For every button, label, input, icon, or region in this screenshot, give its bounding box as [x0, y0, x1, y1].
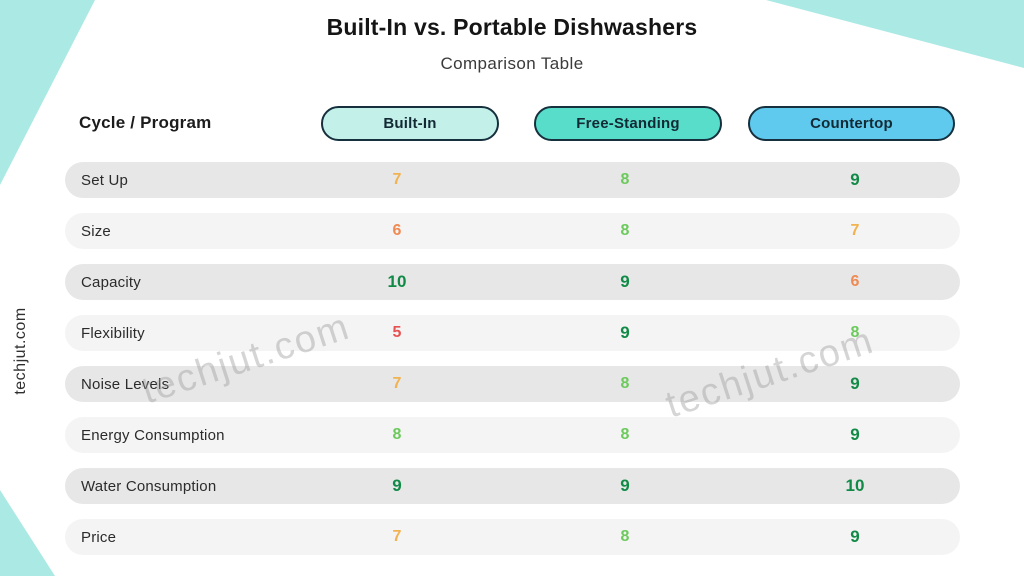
cell-value: 7 [392, 171, 402, 188]
cell-value: 9 [620, 323, 630, 342]
table-row: Noise Levels 7 8 9 [65, 366, 960, 402]
table-row: Water Consumption 9 9 10 [65, 468, 960, 504]
table-row: Energy Consumption 8 8 9 [65, 417, 960, 453]
cell-value: 10 [845, 476, 865, 495]
row-label: Capacity [81, 273, 141, 291]
column-header-free-standing: Free-Standing [534, 106, 722, 141]
cell-value: 6 [392, 222, 402, 239]
table-row: Price 7 8 9 [65, 519, 960, 555]
cell-value: 9 [620, 476, 630, 495]
cell-value: 9 [850, 527, 860, 546]
cell-value: 5 [392, 324, 402, 341]
cell-value: 9 [850, 425, 860, 444]
cell-value: 8 [392, 426, 402, 443]
page-title: Built-In vs. Portable Dishwashers [326, 14, 698, 40]
cell-value: 8 [620, 528, 630, 545]
cell-value: 9 [620, 272, 630, 291]
table-row: Size 6 8 7 [65, 213, 960, 249]
row-label: Price [81, 528, 117, 546]
cell-value: 7 [392, 375, 402, 392]
table-row: Set Up 7 8 9 [65, 162, 960, 198]
cell-value: 7 [392, 528, 402, 545]
cell-value: 8 [620, 375, 630, 392]
cell-value: 8 [620, 426, 630, 443]
page-subtitle: Comparison Table [440, 54, 584, 73]
column-header-built-in: Built-In [321, 106, 499, 141]
row-label: Size [81, 222, 111, 240]
row-header-label: Cycle / Program [79, 113, 212, 132]
comparison-table: Set Up 7 8 9 Size 6 8 7 Capacity 10 9 6 … [65, 162, 960, 555]
cell-value: 8 [850, 324, 860, 341]
watermark-vertical: techjut.com [12, 307, 29, 395]
cell-value: 9 [850, 374, 860, 393]
cell-value: 8 [620, 222, 630, 239]
row-label: Energy Consumption [81, 426, 225, 444]
cell-value: 8 [620, 171, 630, 188]
column-header-countertop: Countertop [748, 106, 955, 141]
corner-accent-bottom-left [0, 490, 55, 576]
cell-value: 6 [850, 273, 860, 290]
cell-value: 9 [392, 476, 402, 495]
table-row: Capacity 10 9 6 [65, 264, 960, 300]
cell-value: 7 [850, 222, 860, 239]
row-label: Water Consumption [81, 477, 217, 495]
corner-accent-top-right [766, 0, 1024, 68]
cell-value: 10 [387, 272, 407, 291]
row-label: Set Up [81, 171, 129, 189]
cell-value: 9 [850, 170, 860, 189]
row-label: Noise Levels [81, 375, 170, 393]
table-row: Flexibility 5 9 8 [65, 315, 960, 351]
row-label: Flexibility [81, 324, 145, 342]
corner-accent-top-left [0, 0, 95, 185]
